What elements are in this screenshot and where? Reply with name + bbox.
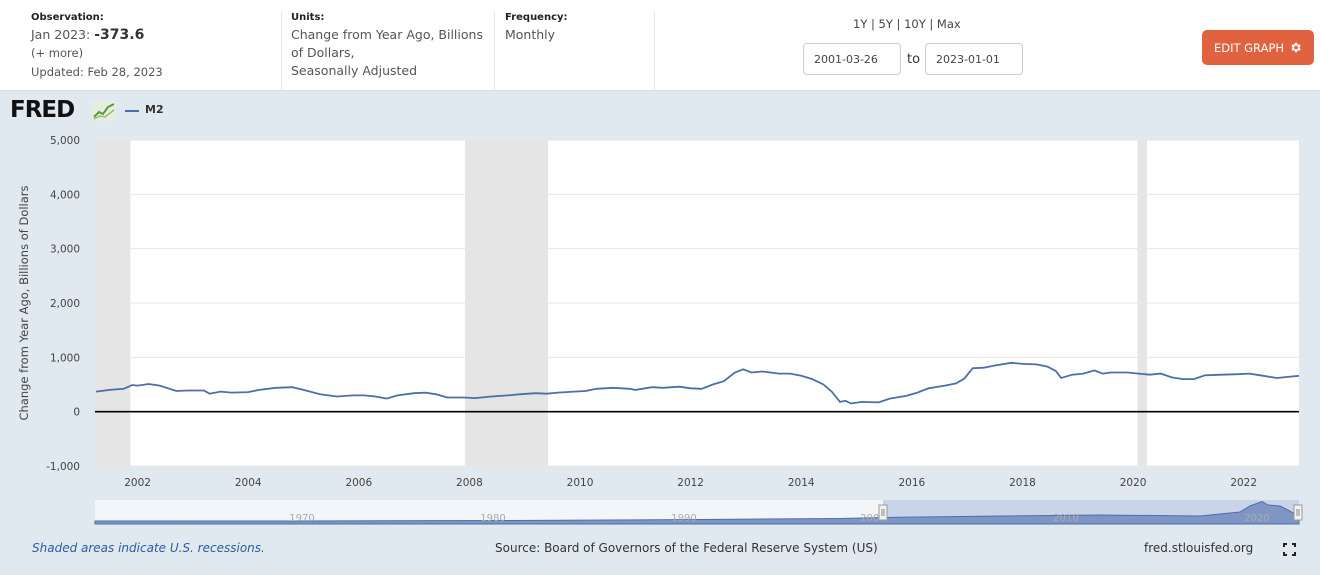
x-tick-label: 2004 [235,477,262,489]
navigator-tick: 2020 [1244,513,1269,524]
navigator-tick: 2000 [860,513,885,524]
fullscreen-icon[interactable] [1283,543,1296,556]
units-block: Units: Change from Year Ago, Billions of… [291,12,483,80]
series-line-m2 [95,361,1300,405]
y-axis-label: Change from Year Ago, Billions of Dollar… [17,185,31,420]
observation-date: Jan 2023: [31,27,91,42]
recession-note: Shaded areas indicate U.S. recessions. [32,541,265,555]
observation-value: -373.6 [94,27,145,43]
x-tick-label: 2014 [788,477,815,489]
units-line-1: Change from Year Ago, Billions [291,27,483,42]
x-tick-label: 2012 [677,477,704,489]
divider [281,12,282,90]
x-tick-label: 2010 [567,477,594,489]
frequency-value: Monthly [505,27,556,42]
range-5y-link[interactable]: 5Y [878,17,893,31]
navigator-left-handle[interactable] [878,504,888,521]
x-tick-label: 2020 [1120,477,1147,489]
x-tick-label: 2008 [456,477,483,489]
range-max-link[interactable]: Max [936,17,961,31]
edit-graph-label: EDIT GRAPH [1213,40,1285,55]
x-tick-label: 2006 [345,477,372,489]
range-separator: | [929,17,934,31]
observation-value-line: Jan 2023: -373.6 [31,26,163,44]
observation-block: Observation: Jan 2023: -373.6 (+ more) U… [31,12,163,81]
info-bar: Observation: Jan 2023: -373.6 (+ more) U… [0,0,1320,91]
y-tick-label: 3,000 [50,244,80,256]
units-label: Units: [291,12,325,23]
navigator-tick: 1970 [289,513,314,524]
legend-label: M2 [145,103,164,116]
navigator-right-handle[interactable] [1293,504,1303,521]
divider [494,12,495,90]
x-tick-label: 2016 [898,477,925,489]
x-tick-label: 2002 [124,477,151,489]
fred-chart-icon [92,101,116,121]
x-tick-label: 2022 [1230,477,1257,489]
frequency-block: Frequency: Monthly [505,12,568,44]
range-10y-link[interactable]: 10Y [904,17,926,31]
y-tick-label: 0 [73,407,80,419]
legend-swatch [125,110,139,112]
source-note: Source: Board of Governors of the Federa… [495,541,878,555]
start-date-input[interactable] [803,43,901,75]
y-tick-label: 2,000 [50,298,80,310]
more-observations-link[interactable]: (+ more) [31,46,84,60]
navigator-tick: 1990 [671,513,696,524]
date-to-label: to [907,52,921,67]
site-link[interactable]: fred.stlouisfed.org [1144,541,1254,555]
gear-icon [1291,42,1301,53]
range-separator: | [896,17,901,31]
observation-label: Observation: [31,12,104,23]
fred-logo: FRED [10,97,75,123]
range-navigator[interactable]: 1970 1980 1990 2000 2010 2020 [94,500,1303,525]
y-tick-label: -1,000 [46,461,80,473]
navigator-tick: 2010 [1053,513,1078,524]
x-tick-label: 2018 [1009,477,1036,489]
edit-graph-button[interactable]: EDIT GRAPH [1202,30,1314,65]
divider [654,12,655,90]
range-1y-link[interactable]: 1Y [853,17,868,31]
frequency-label: Frequency: [505,12,568,23]
y-tick-label: 5,000 [50,135,80,147]
y-tick-label: 4,000 [50,189,80,201]
y-tick-label: 1,000 [50,352,80,364]
units-line-2: of Dollars, [291,45,355,60]
updated-date: Updated: Feb 28, 2023 [31,65,163,79]
range-links: 1Y | 5Y | 10Y | Max [853,17,961,31]
range-separator: | [871,17,875,31]
navigator-tick: 1980 [480,513,505,524]
units-line-3: Seasonally Adjusted [291,63,418,78]
end-date-input[interactable] [925,43,1023,75]
